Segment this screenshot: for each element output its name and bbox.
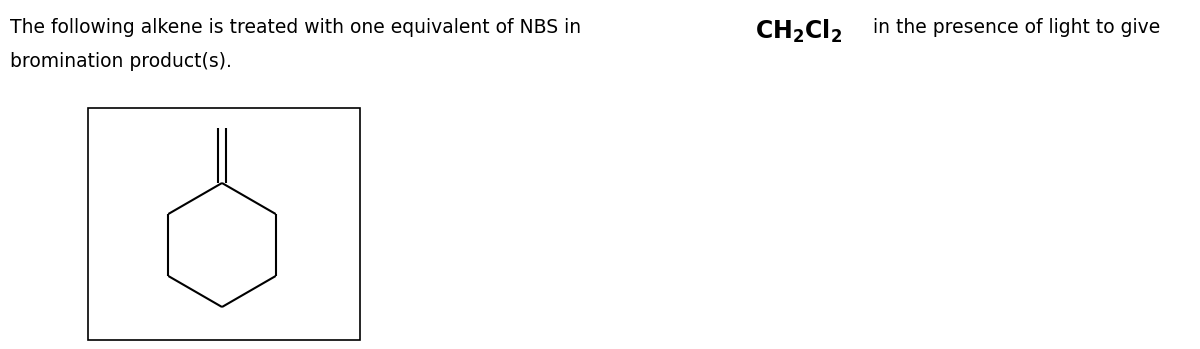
Bar [88,108,360,340]
Text: bromination product(s).: bromination product(s). [10,52,232,71]
Text: in the presence of light to give: in the presence of light to give [868,18,1160,37]
Text: The following alkene is treated with one equivalent of NBS in: The following alkene is treated with one… [10,18,587,37]
Text: $\mathbf{CH_2Cl_2}$: $\mathbf{CH_2Cl_2}$ [755,18,842,45]
